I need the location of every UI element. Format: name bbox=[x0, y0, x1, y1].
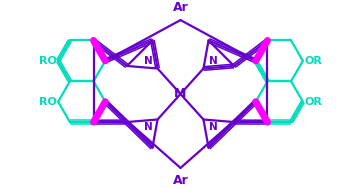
Text: OR: OR bbox=[304, 97, 322, 107]
Text: N: N bbox=[144, 56, 152, 66]
Text: N: N bbox=[209, 56, 217, 66]
Text: N: N bbox=[144, 122, 152, 132]
Text: RO: RO bbox=[39, 97, 57, 107]
Text: Ar: Ar bbox=[173, 1, 188, 14]
Text: M: M bbox=[174, 87, 187, 101]
Text: OR: OR bbox=[304, 56, 322, 66]
Text: RO: RO bbox=[39, 56, 57, 66]
Text: N: N bbox=[209, 122, 217, 132]
Text: Ar: Ar bbox=[173, 174, 188, 187]
